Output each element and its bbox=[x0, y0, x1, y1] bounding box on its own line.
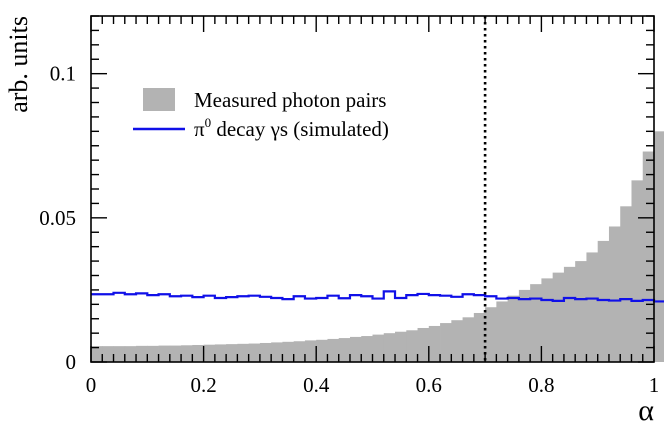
measured-bar bbox=[462, 317, 475, 362]
measured-bar bbox=[552, 272, 565, 362]
legend-label-simulated: π0 decay γs (simulated) bbox=[194, 115, 389, 141]
measured-bar bbox=[575, 261, 587, 362]
measured-bar bbox=[608, 226, 621, 362]
measured-bar bbox=[586, 252, 599, 362]
measured-bar bbox=[102, 346, 114, 362]
measured-bar bbox=[507, 295, 520, 362]
measured-bar bbox=[282, 341, 295, 362]
measured-bar bbox=[192, 344, 204, 362]
pi0-decay-simulated-line bbox=[91, 290, 664, 303]
measured-bar bbox=[631, 180, 644, 362]
measured-bar bbox=[372, 334, 385, 362]
y-tick-label: 0 bbox=[66, 350, 77, 374]
measured-bar bbox=[136, 345, 148, 362]
measured-bar bbox=[496, 301, 509, 362]
x-tick-label: 0.6 bbox=[416, 373, 442, 397]
measured-bar bbox=[248, 343, 261, 362]
legend-label-simulated-sup: 0 bbox=[205, 115, 212, 130]
measured-bar bbox=[530, 284, 542, 362]
measured-bar bbox=[485, 307, 497, 362]
measured-bar bbox=[620, 206, 632, 362]
x-tick-label: 1 bbox=[649, 373, 660, 397]
measured-bar bbox=[654, 131, 664, 362]
measured-bar bbox=[147, 345, 159, 362]
legend-label-simulated-rest: decay γs (simulated) bbox=[211, 117, 389, 141]
measured-bar bbox=[395, 331, 407, 362]
measured-bar bbox=[428, 325, 441, 362]
y-tick-label: 0.05 bbox=[39, 206, 76, 230]
axis-ticks: 0 0.2 0.4 0.6 0.8 1 0 0.05 0.1 bbox=[39, 15, 660, 397]
measured-bar bbox=[158, 345, 171, 362]
measured-bar bbox=[563, 266, 576, 362]
measured-bar bbox=[473, 312, 486, 362]
measured-bar bbox=[226, 344, 238, 362]
measured-bar bbox=[203, 344, 216, 362]
measured-bar bbox=[237, 343, 250, 362]
measured-bar bbox=[214, 344, 227, 362]
measured-bar bbox=[417, 327, 430, 362]
legend-label-measured: Measured photon pairs bbox=[194, 88, 386, 112]
y-axis-label: arb. units bbox=[4, 16, 33, 113]
x-tick-label: 0.8 bbox=[528, 373, 554, 397]
measured-bar bbox=[293, 341, 306, 362]
measured-bar bbox=[440, 323, 452, 362]
measured-bar bbox=[597, 240, 610, 362]
measured-bar bbox=[91, 346, 103, 362]
measured-bar bbox=[541, 278, 554, 362]
y-tick-label: 0.1 bbox=[50, 62, 76, 86]
x-tick-label: 0.2 bbox=[190, 373, 216, 397]
x-tick-label: 0 bbox=[86, 373, 97, 397]
measured-bar bbox=[271, 342, 283, 362]
x-axis-label: α bbox=[638, 394, 654, 425]
measured-bar bbox=[327, 338, 340, 362]
measured-bar bbox=[113, 346, 126, 362]
measured-bar bbox=[338, 338, 351, 362]
legend-label-simulated-base: π bbox=[194, 117, 205, 141]
measured-bar bbox=[124, 346, 137, 362]
measured-bar bbox=[451, 320, 463, 362]
measured-bar bbox=[406, 330, 418, 362]
legend-swatch-measured bbox=[143, 88, 175, 111]
measured-bar bbox=[304, 340, 317, 362]
measured-photon-pairs-bars bbox=[91, 131, 664, 362]
measured-bar bbox=[349, 336, 362, 362]
measured-bar bbox=[169, 345, 182, 362]
measured-bar bbox=[383, 333, 396, 362]
measured-bar bbox=[259, 342, 272, 362]
measured-bar bbox=[361, 336, 373, 362]
x-tick-label: 0.4 bbox=[303, 373, 330, 397]
measured-bar bbox=[316, 339, 328, 362]
legend: Measured photon pairs π0 decay γs (simul… bbox=[133, 88, 389, 141]
measured-bar bbox=[518, 289, 531, 362]
measured-bar bbox=[642, 151, 655, 362]
measured-bar bbox=[181, 345, 193, 362]
